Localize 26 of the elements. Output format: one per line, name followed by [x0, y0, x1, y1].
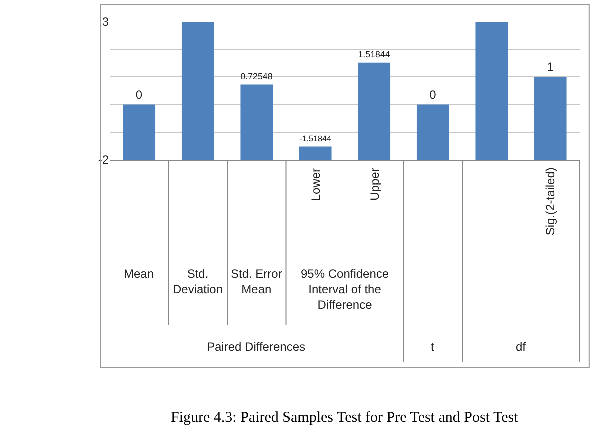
caption: Figure 4.3: Paired Samples Test for Pre Test and Post Test: [171, 410, 520, 426]
bar: [240, 84, 274, 160]
bar: [182, 22, 214, 160]
y-tick-label: 3: [102, 15, 110, 30]
x-tick-label: Lower: [309, 168, 324, 202]
data-label: 0: [430, 88, 437, 102]
bar: [299, 146, 332, 160]
text: t: [431, 340, 435, 354]
bar: [358, 62, 391, 160]
bar: [476, 22, 508, 160]
text: Std. Deviation: [173, 267, 224, 297]
data-label: 0.72548: [240, 72, 273, 82]
data-label: 0: [136, 88, 143, 102]
text: 95% Confidence Interval of the Difference: [301, 267, 390, 312]
x-tick-label: Sig.(2-tailed): [544, 168, 558, 236]
data-label: 1: [547, 60, 554, 74]
x-tick-label: Upper: [368, 168, 382, 201]
bar: [123, 104, 156, 160]
data-label: 1.51844: [358, 50, 390, 60]
y-tick-label: -2: [98, 153, 110, 168]
text: df: [516, 340, 527, 354]
bar: [534, 77, 567, 160]
bar: [416, 104, 450, 160]
text: Paired Differences: [207, 340, 306, 354]
text: Std. Error Mean: [231, 267, 282, 297]
text: Mean: [124, 267, 154, 281]
